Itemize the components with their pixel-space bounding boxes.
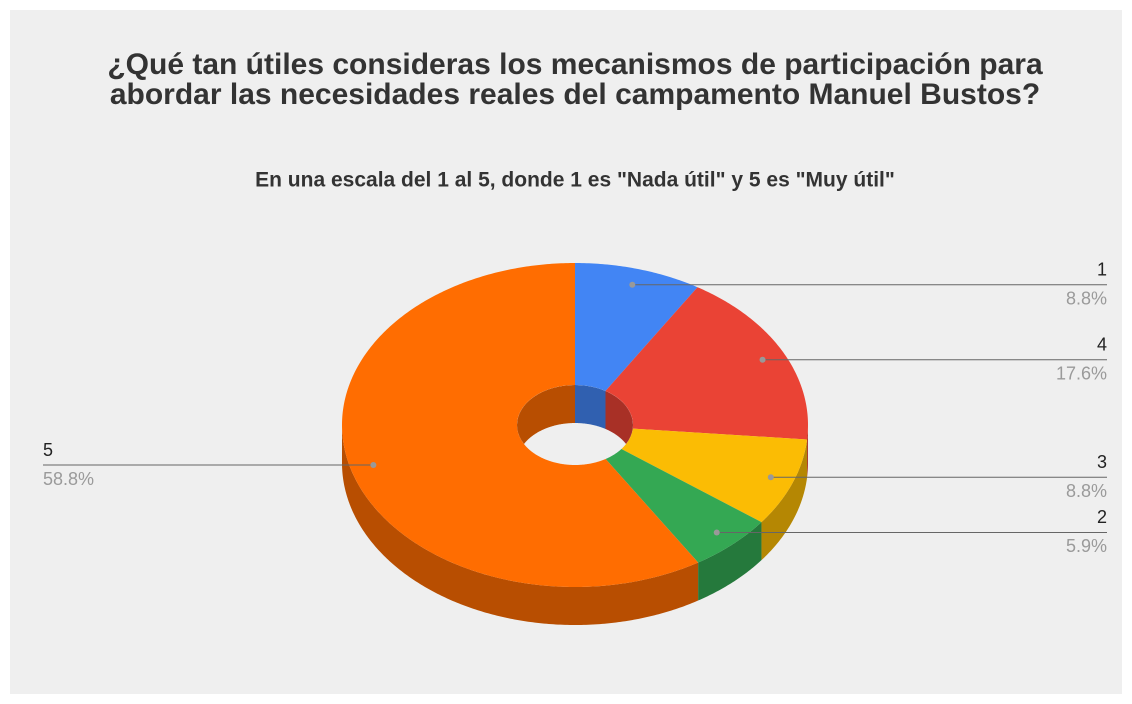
hole-side bbox=[605, 390, 633, 463]
slice-side bbox=[342, 425, 699, 625]
slice bbox=[621, 428, 808, 523]
leader-dot bbox=[629, 281, 636, 288]
label-name: 4 bbox=[1097, 335, 1107, 355]
label-name: 3 bbox=[1097, 452, 1107, 472]
label-name: 1 bbox=[1097, 259, 1107, 279]
slice bbox=[605, 448, 762, 563]
leader-dot bbox=[713, 529, 720, 536]
chart-title: ¿Qué tan útiles consideras los mecanismo… bbox=[107, 48, 1043, 111]
hole-side bbox=[575, 385, 606, 429]
slice-side bbox=[807, 425, 808, 478]
label-value: 17.6% bbox=[1056, 364, 1107, 384]
label-value: 5.9% bbox=[1066, 536, 1107, 556]
leader-dot bbox=[767, 474, 774, 481]
hole-side bbox=[517, 385, 575, 463]
leader-dot bbox=[370, 462, 377, 469]
label-value: 8.8% bbox=[1066, 481, 1107, 501]
label-value: 58.8% bbox=[43, 469, 94, 489]
slice bbox=[575, 263, 698, 391]
label-value: 8.8% bbox=[1066, 288, 1107, 308]
hole-walls bbox=[517, 385, 633, 463]
leader-dot bbox=[759, 356, 766, 363]
chart-subtitle: En una escala del 1 al 5, donde 1 es "Na… bbox=[255, 169, 895, 192]
slice bbox=[342, 263, 699, 587]
label-name: 2 bbox=[1097, 507, 1107, 527]
slice-side bbox=[761, 439, 808, 561]
slice-side bbox=[698, 522, 762, 601]
slice bbox=[605, 287, 808, 440]
label-name: 5 bbox=[43, 440, 53, 460]
